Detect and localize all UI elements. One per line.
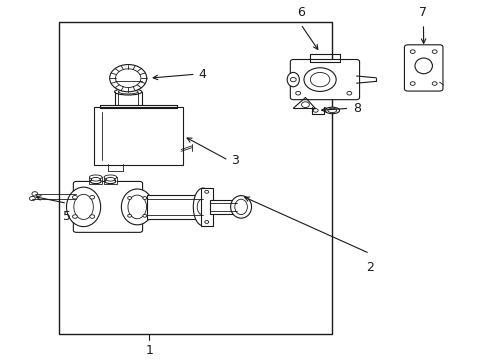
Circle shape bbox=[32, 192, 38, 196]
Bar bbox=[89, 177, 102, 184]
FancyBboxPatch shape bbox=[73, 181, 142, 232]
Circle shape bbox=[72, 215, 77, 218]
Text: 4: 4 bbox=[198, 68, 206, 81]
Circle shape bbox=[301, 102, 309, 108]
Ellipse shape bbox=[74, 194, 93, 220]
Ellipse shape bbox=[104, 175, 117, 179]
Ellipse shape bbox=[114, 89, 142, 95]
Text: 5: 5 bbox=[63, 211, 71, 224]
Ellipse shape bbox=[414, 58, 431, 74]
Ellipse shape bbox=[230, 195, 251, 218]
Circle shape bbox=[431, 50, 436, 53]
Circle shape bbox=[115, 69, 141, 87]
Circle shape bbox=[72, 195, 77, 199]
Bar bbox=[59, 22, 331, 334]
Ellipse shape bbox=[91, 177, 100, 181]
Text: 1: 1 bbox=[145, 344, 153, 357]
Text: 6: 6 bbox=[296, 6, 304, 19]
Ellipse shape bbox=[89, 175, 102, 179]
Ellipse shape bbox=[105, 179, 116, 184]
Circle shape bbox=[204, 190, 208, 193]
Ellipse shape bbox=[106, 177, 115, 181]
Text: 7: 7 bbox=[419, 6, 427, 19]
Ellipse shape bbox=[90, 179, 101, 184]
Circle shape bbox=[295, 91, 300, 95]
Ellipse shape bbox=[197, 199, 208, 215]
Ellipse shape bbox=[234, 199, 247, 215]
Circle shape bbox=[304, 68, 335, 91]
Ellipse shape bbox=[327, 108, 336, 113]
Circle shape bbox=[409, 50, 414, 53]
Circle shape bbox=[142, 197, 146, 199]
Circle shape bbox=[313, 109, 318, 112]
Circle shape bbox=[127, 197, 131, 199]
Circle shape bbox=[290, 77, 296, 82]
Ellipse shape bbox=[193, 188, 212, 226]
Circle shape bbox=[29, 196, 35, 201]
Circle shape bbox=[310, 72, 329, 87]
Ellipse shape bbox=[286, 72, 299, 87]
Text: 8: 8 bbox=[352, 102, 360, 115]
Circle shape bbox=[109, 64, 146, 92]
Ellipse shape bbox=[66, 187, 101, 226]
Circle shape bbox=[127, 214, 131, 217]
Circle shape bbox=[142, 214, 146, 217]
Circle shape bbox=[90, 195, 95, 199]
FancyBboxPatch shape bbox=[94, 107, 183, 165]
Ellipse shape bbox=[118, 90, 138, 94]
Ellipse shape bbox=[128, 195, 146, 219]
Circle shape bbox=[431, 82, 436, 85]
Bar bbox=[210, 200, 237, 214]
Circle shape bbox=[346, 91, 351, 95]
Circle shape bbox=[90, 215, 95, 218]
FancyBboxPatch shape bbox=[404, 45, 442, 91]
FancyBboxPatch shape bbox=[290, 59, 359, 100]
Bar bbox=[147, 195, 203, 219]
Ellipse shape bbox=[325, 107, 339, 114]
Bar bbox=[104, 177, 117, 184]
Circle shape bbox=[409, 82, 414, 85]
Text: 3: 3 bbox=[231, 154, 239, 167]
Bar bbox=[200, 188, 212, 226]
Circle shape bbox=[204, 221, 208, 224]
Text: 2: 2 bbox=[365, 261, 373, 274]
Ellipse shape bbox=[121, 189, 153, 225]
